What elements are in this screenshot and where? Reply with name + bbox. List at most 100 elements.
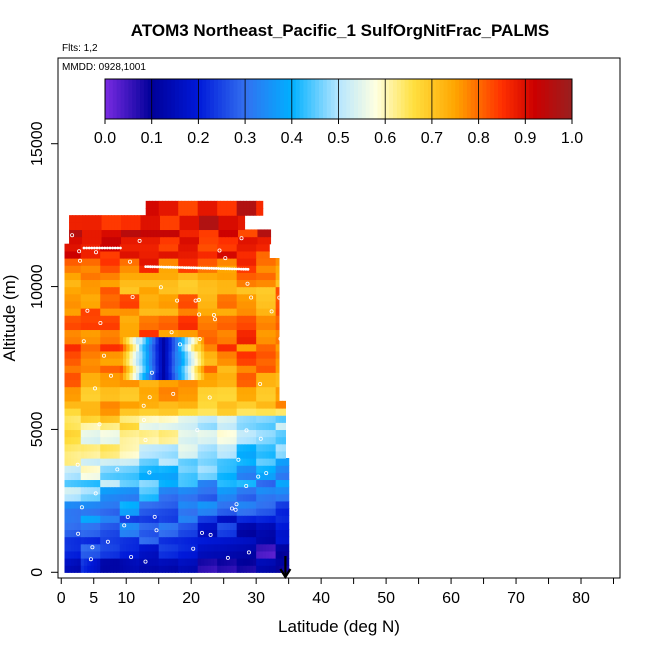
heatmap-cell — [135, 415, 140, 423]
heatmap-cell — [116, 400, 121, 409]
heatmap-cell — [129, 393, 134, 402]
heatmap-cell — [226, 408, 231, 416]
heatmap-cell — [187, 465, 192, 473]
heatmap-cell — [113, 558, 118, 566]
heatmap-cell — [142, 422, 147, 431]
heatmap-cell — [191, 493, 196, 502]
heatmap-cell — [168, 322, 173, 331]
heatmap-cell — [194, 500, 199, 509]
heatmap-cell — [96, 265, 101, 273]
heatmap-cell — [265, 550, 270, 559]
heatmap-cell — [145, 500, 150, 509]
heatmap-cell — [230, 200, 235, 209]
x-axis-label: Latitude (deg N) — [278, 617, 400, 636]
heatmap-cell — [197, 322, 202, 331]
heatmap-cell — [246, 365, 251, 373]
heatmap-cell — [272, 515, 277, 523]
heatmap-cell — [174, 472, 179, 481]
heatmap-cell — [200, 493, 205, 502]
heatmap-cell — [82, 236, 86, 245]
heatmap-cell — [246, 386, 251, 395]
colorbar-tick-label: 1.0 — [561, 130, 583, 147]
heatmap-cell — [116, 279, 121, 288]
heatmap-cell — [67, 508, 72, 516]
heatmap-cell — [163, 236, 168, 245]
heatmap-cell — [116, 458, 121, 466]
track-point — [194, 266, 198, 270]
heatmap-cell — [243, 465, 248, 473]
heatmap-cell — [208, 236, 213, 245]
heatmap-cell — [246, 258, 251, 266]
heatmap-cell — [64, 493, 69, 502]
heatmap-cell — [213, 293, 218, 302]
heatmap-cell — [178, 429, 183, 438]
x-tick-label: 80 — [572, 590, 590, 607]
heatmap-cell — [129, 386, 134, 395]
heatmap-cell — [233, 543, 238, 552]
heatmap-cell — [262, 300, 267, 309]
track-point — [183, 266, 186, 269]
heatmap-cell — [278, 558, 283, 566]
heatmap-cell — [259, 429, 264, 438]
heatmap-cell — [233, 322, 238, 331]
heatmap-cell — [116, 486, 121, 495]
heatmap-cell — [80, 286, 85, 295]
heatmap-cell — [106, 336, 111, 345]
heatmap-cell — [230, 358, 235, 366]
heatmap-cell — [142, 300, 147, 309]
heatmap-cell — [174, 300, 179, 309]
heatmap-cell — [70, 436, 75, 445]
heatmap-cell — [126, 322, 131, 331]
heatmap-cell — [262, 550, 267, 559]
heatmap-cell — [218, 215, 223, 223]
heatmap-cell — [103, 500, 108, 509]
heatmap-cell — [217, 336, 222, 345]
heatmap-cell — [132, 258, 137, 266]
heatmap-cell — [200, 472, 205, 481]
heatmap-cell — [152, 479, 157, 488]
heatmap-cell — [100, 493, 105, 502]
heatmap-cell — [207, 493, 212, 502]
heatmap-cell — [178, 508, 183, 516]
heatmap-cell — [230, 558, 235, 566]
colorbar-segment — [354, 79, 359, 119]
heatmap-cell — [158, 522, 163, 531]
heatmap-cell — [220, 436, 225, 445]
heatmap-cell — [142, 479, 147, 488]
heatmap-cell — [265, 272, 270, 281]
colorbar-segment — [385, 79, 390, 119]
heatmap-cell — [256, 372, 261, 381]
heatmap-cell — [77, 336, 82, 345]
heatmap-cell — [259, 329, 264, 338]
heatmap-cell — [152, 543, 157, 552]
heatmap-cell — [204, 436, 209, 445]
heatmap-cell — [171, 486, 176, 495]
heatmap-cell — [168, 436, 173, 445]
heatmap-cell — [243, 286, 248, 295]
heatmap-cell — [169, 229, 174, 238]
heatmap-cell — [217, 358, 222, 366]
heatmap-cell — [113, 450, 118, 459]
heatmap-cell — [103, 286, 108, 295]
heatmap-cell — [213, 350, 218, 359]
heatmap-cell — [269, 279, 274, 288]
heatmap-cell — [194, 308, 199, 316]
heatmap-cell — [119, 300, 124, 309]
chart-subtitle: Flts: 1,2 — [62, 43, 98, 54]
heatmap-cell — [90, 558, 95, 566]
heatmap-cell — [122, 393, 127, 402]
heatmap-cell — [161, 543, 166, 552]
heatmap-cell — [152, 250, 157, 259]
heatmap-cell — [77, 465, 82, 473]
heatmap-cell — [126, 558, 131, 566]
heatmap-cell — [126, 500, 131, 509]
heatmap-cell — [187, 493, 192, 502]
heatmap-cell — [148, 279, 153, 288]
heatmap-cell — [135, 272, 140, 281]
heatmap-cell — [249, 436, 254, 445]
heatmap-cell — [171, 500, 176, 509]
heatmap-cell — [83, 293, 88, 302]
heatmap-cell — [256, 493, 261, 502]
heatmap-cell — [100, 565, 105, 573]
heatmap-cell — [95, 222, 99, 231]
